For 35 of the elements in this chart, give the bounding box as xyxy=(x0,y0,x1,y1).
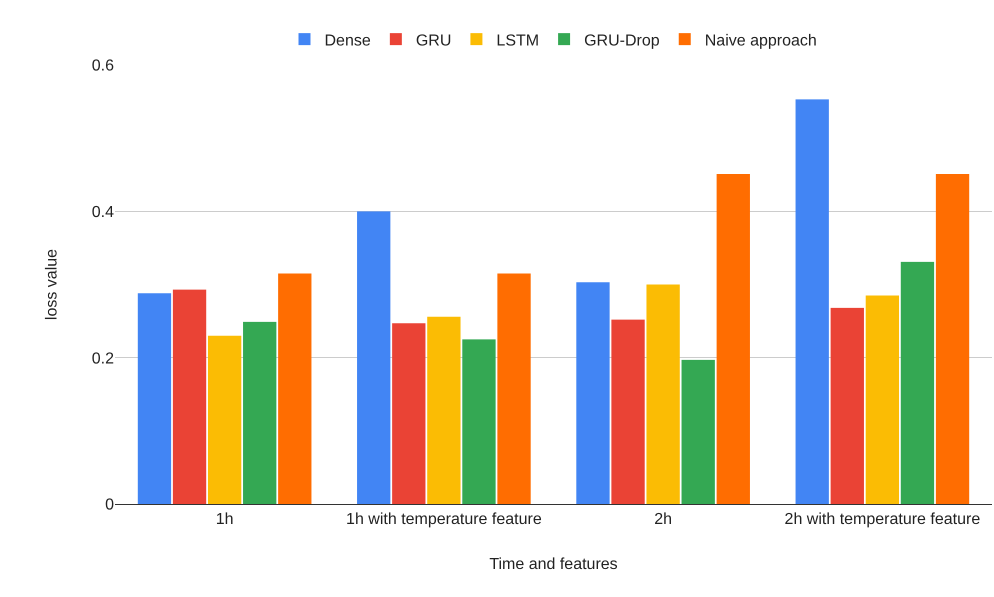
bar xyxy=(392,323,426,504)
y-tick-label: 0.4 xyxy=(92,204,114,221)
bar xyxy=(611,320,645,504)
legend-label: Dense xyxy=(324,32,371,50)
legend-label: LSTM xyxy=(496,32,540,50)
bar xyxy=(866,295,900,504)
x-tick-label: 2h with temperature feature xyxy=(784,511,980,528)
bar xyxy=(427,316,461,504)
y-tick-label: 0.6 xyxy=(92,58,114,75)
y-axis-title: loss value xyxy=(44,248,61,320)
bar xyxy=(830,308,864,504)
bar xyxy=(462,339,496,504)
bar xyxy=(243,322,276,504)
y-tick-label: 0 xyxy=(105,496,114,514)
x-tick-label: 2h xyxy=(654,511,672,528)
legend-label: GRU-Drop xyxy=(584,32,660,50)
legend-label: GRU xyxy=(416,32,452,50)
bar xyxy=(278,274,312,504)
bar xyxy=(796,99,829,504)
bar xyxy=(138,293,172,504)
bar xyxy=(576,282,610,504)
bar xyxy=(172,290,206,504)
bar xyxy=(682,360,715,504)
bar xyxy=(936,174,970,504)
bar xyxy=(357,211,390,504)
bar xyxy=(900,262,934,504)
legend-label: Naive approach xyxy=(704,32,817,50)
bar xyxy=(646,284,680,504)
x-axis-title: Time and features xyxy=(489,556,618,573)
bar xyxy=(716,174,750,504)
bar xyxy=(208,336,242,504)
y-tick-label: 0.2 xyxy=(92,350,114,368)
bar xyxy=(497,274,531,504)
x-tick-label: 1h xyxy=(216,511,234,528)
x-tick-label: 1h with temperature feature xyxy=(346,511,542,528)
